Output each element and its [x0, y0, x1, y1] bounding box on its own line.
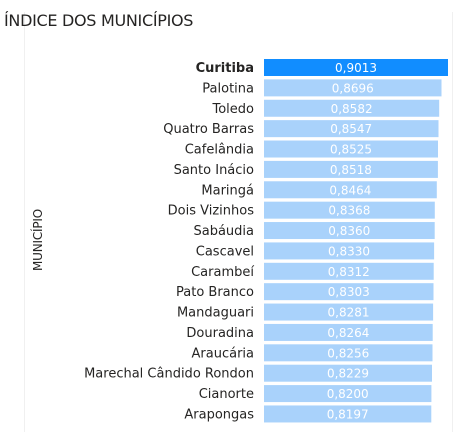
category-label: Araucária [192, 346, 254, 361]
bar-pato-branco[interactable] [264, 283, 434, 301]
data-label: 0,9013 [335, 61, 377, 75]
data-label: 0,8229 [327, 367, 369, 381]
data-label: 0,8525 [330, 143, 372, 157]
chart-title: ÍNDICE DOS MUNICÍPIOS [4, 11, 194, 30]
data-label: 0,8582 [331, 102, 373, 116]
data-label: 0,8264 [327, 326, 369, 340]
category-label: Cianorte [199, 387, 254, 402]
bar-palotina[interactable] [264, 79, 442, 97]
data-label: 0,8360 [328, 224, 370, 238]
bar-sab-udia[interactable] [264, 222, 435, 240]
bar-mandaguari[interactable] [264, 303, 434, 321]
bar-arapongas[interactable] [264, 405, 432, 423]
category-label: Marechal Cândido Rondon [84, 367, 254, 382]
category-label: Carambeí [191, 265, 254, 280]
frame-line-left [24, 12, 25, 432]
data-label: 0,8368 [328, 204, 370, 218]
category-label: Palotina [202, 81, 254, 96]
category-label: Douradina [186, 326, 254, 341]
data-label: 0,8200 [327, 387, 369, 401]
data-label: 0,8696 [332, 81, 374, 95]
category-label: Arapongas [184, 407, 254, 422]
category-label: Cafelândia [185, 143, 254, 158]
bar-toledo[interactable] [264, 99, 440, 117]
category-label: Quatro Barras [163, 122, 254, 137]
bar-maring-[interactable] [264, 181, 437, 199]
category-label: Curitiba [196, 61, 254, 76]
bar-curitiba[interactable] [264, 59, 448, 76]
bar-quatro-barras[interactable] [264, 120, 439, 138]
bar-marechal-c-ndido-rondon[interactable] [264, 364, 432, 382]
data-label: 0,8312 [328, 265, 370, 279]
data-label: 0,8547 [330, 122, 372, 136]
data-label: 0,8303 [328, 285, 370, 299]
data-label: 0,8330 [328, 244, 370, 258]
bar-dois-vizinhos[interactable] [264, 201, 435, 219]
data-label: 0,8464 [329, 183, 371, 197]
category-label: Dois Vizinhos [168, 204, 255, 219]
bar-cafel-ndia[interactable] [264, 140, 438, 158]
category-label: Mandaguari [177, 306, 254, 321]
bar-carambe-[interactable] [264, 262, 434, 280]
category-label: Toledo [211, 102, 254, 117]
bar-douradina[interactable] [264, 323, 433, 341]
category-label: Maringá [201, 183, 254, 198]
category-label: Cascavel [196, 244, 254, 259]
bar-cianorte[interactable] [264, 385, 432, 403]
bar-cascavel[interactable] [264, 242, 435, 260]
category-label: Pato Branco [176, 285, 254, 300]
bar-santo-in-cio[interactable] [264, 160, 438, 178]
frame-line-right [452, 12, 453, 432]
category-label: Sabáudia [193, 224, 254, 239]
data-label: 0,8281 [328, 306, 370, 320]
data-label: 0,8256 [327, 346, 369, 360]
data-label: 0,8197 [327, 407, 369, 421]
bar-arauc-ria[interactable] [264, 344, 433, 362]
category-label: Santo Inácio [174, 163, 254, 178]
data-label: 0,8518 [330, 163, 372, 177]
